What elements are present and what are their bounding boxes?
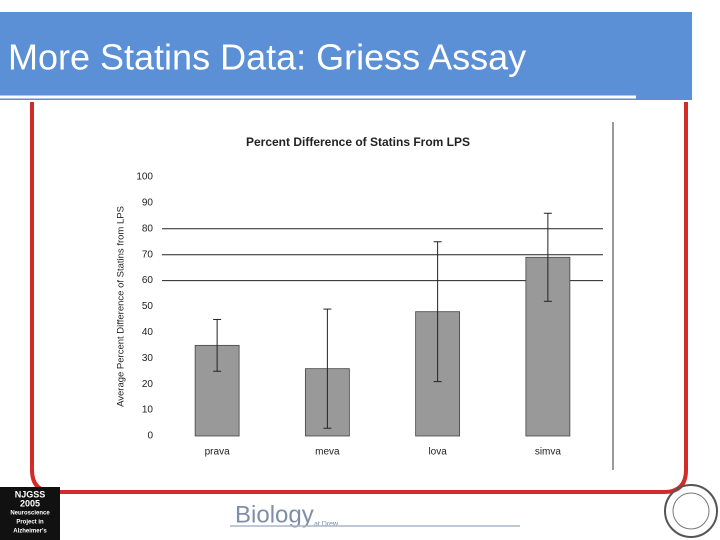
logo-left-line: Alzheimer's: [13, 529, 47, 535]
logo-left-line: 2005: [20, 498, 40, 508]
error-bar: [543, 212, 552, 302]
y-tick-label: 0: [147, 431, 153, 442]
chart: Percent Difference of Statins From LPS Av…: [116, 135, 603, 458]
y-tick-label: 50: [142, 301, 154, 312]
frame: [30, 102, 688, 494]
logo-center-sub: at Drew: [314, 521, 339, 528]
error-bar: [323, 308, 332, 429]
error-bar: [213, 318, 222, 372]
logo-left: [0, 487, 60, 540]
y-tick-label: 20: [142, 379, 154, 390]
y-tick-label: 60: [142, 275, 154, 286]
y-tick-label: 100: [136, 172, 153, 183]
x-tick-label: prava: [205, 447, 230, 458]
header-bar: [0, 12, 692, 100]
x-tick-label: meva: [315, 447, 340, 458]
y-axis-label: Average Percent Difference of Statins fr…: [116, 206, 127, 407]
chart-title: Percent Difference of Statins From LPS: [246, 135, 470, 149]
logo-left-line: NJGSS: [15, 489, 46, 499]
error-bar: [433, 241, 442, 383]
y-tick-label: 40: [142, 327, 154, 338]
y-tick-label: 70: [142, 249, 154, 260]
slide-title: More Statins Data: Griess Assay: [8, 37, 526, 78]
seal-inner: [672, 492, 710, 530]
logo-left-line: Project in: [16, 520, 44, 526]
x-tick-label: lova: [428, 447, 447, 458]
y-tick-label: 80: [142, 223, 154, 234]
y-tick-label: 10: [142, 405, 154, 416]
logo-center: Biology: [235, 501, 314, 528]
logo-left-line: Neuroscience: [10, 511, 50, 517]
x-tick-label: simva: [535, 447, 562, 458]
y-tick-label: 90: [142, 198, 154, 209]
seal: [664, 484, 718, 538]
y-tick-label: 30: [142, 353, 154, 364]
